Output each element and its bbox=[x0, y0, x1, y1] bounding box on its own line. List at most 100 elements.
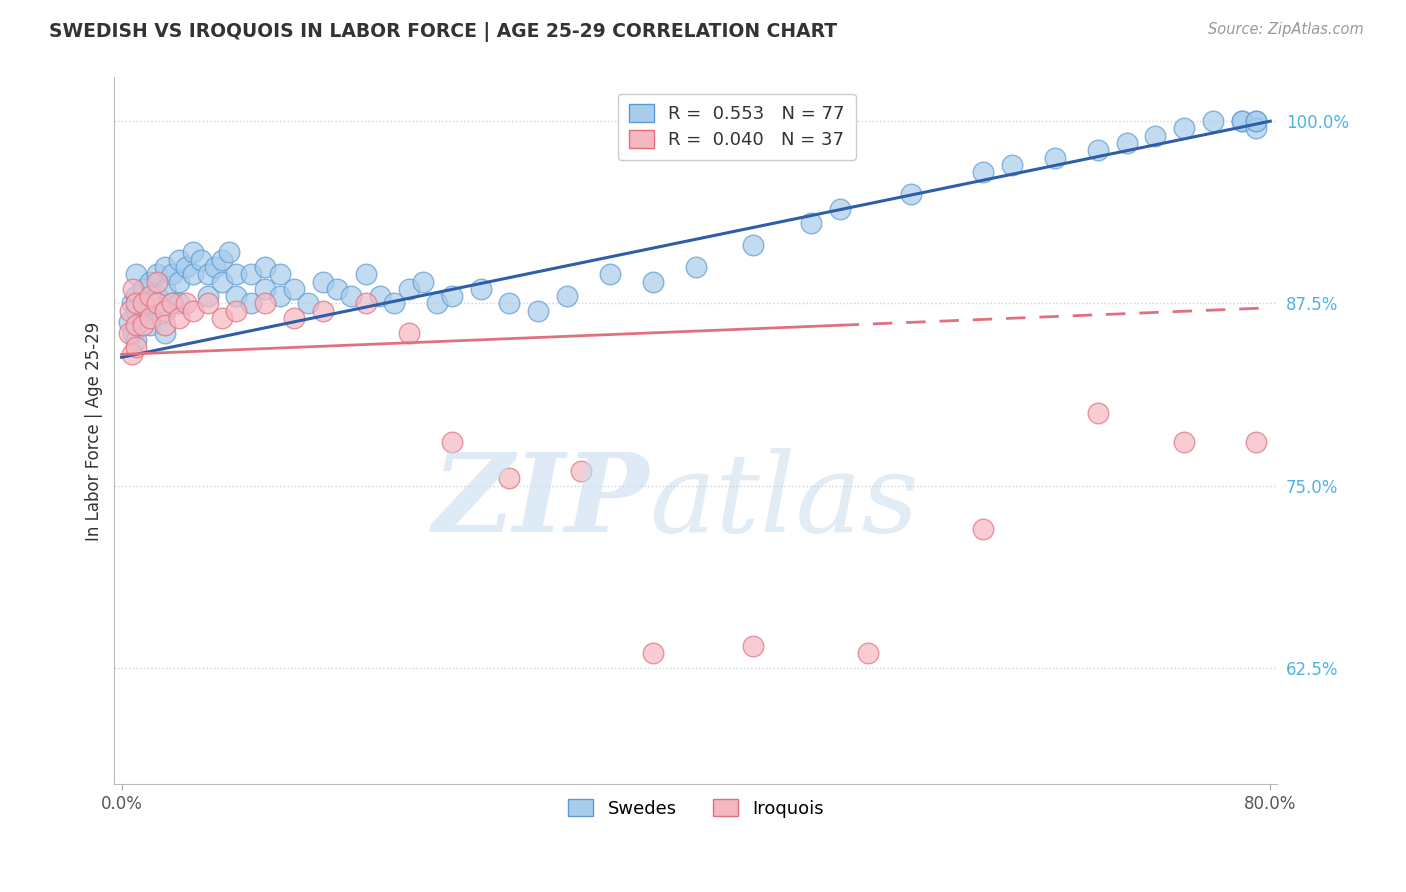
Point bbox=[139, 318, 162, 333]
Point bbox=[139, 289, 162, 303]
Point bbox=[139, 310, 162, 325]
Point bbox=[225, 267, 247, 281]
Point bbox=[1230, 114, 1253, 128]
Point bbox=[311, 275, 333, 289]
Point bbox=[125, 333, 148, 347]
Point bbox=[254, 282, 277, 296]
Point bbox=[121, 296, 143, 310]
Point bbox=[828, 202, 851, 216]
Point bbox=[125, 340, 148, 354]
Point bbox=[167, 275, 190, 289]
Point bbox=[211, 252, 233, 267]
Legend: Swedes, Iroquois: Swedes, Iroquois bbox=[561, 791, 831, 825]
Point bbox=[398, 282, 420, 296]
Point bbox=[139, 296, 162, 310]
Point bbox=[368, 289, 391, 303]
Point bbox=[972, 165, 994, 179]
Point bbox=[283, 310, 305, 325]
Point bbox=[498, 296, 520, 310]
Point bbox=[1087, 406, 1109, 420]
Point bbox=[858, 646, 880, 660]
Point bbox=[384, 296, 406, 310]
Point bbox=[1244, 434, 1267, 449]
Point bbox=[183, 267, 205, 281]
Point bbox=[167, 310, 190, 325]
Point bbox=[218, 245, 240, 260]
Point bbox=[800, 216, 823, 230]
Point bbox=[146, 296, 169, 310]
Point bbox=[354, 267, 377, 281]
Point bbox=[742, 238, 765, 252]
Point bbox=[132, 282, 155, 296]
Point bbox=[326, 282, 349, 296]
Point bbox=[972, 522, 994, 536]
Point bbox=[167, 252, 190, 267]
Point bbox=[1144, 128, 1167, 143]
Point bbox=[498, 471, 520, 485]
Point bbox=[569, 464, 592, 478]
Point bbox=[197, 296, 219, 310]
Point bbox=[190, 252, 212, 267]
Point bbox=[239, 296, 262, 310]
Point bbox=[125, 303, 148, 318]
Point bbox=[1087, 144, 1109, 158]
Point bbox=[1043, 151, 1066, 165]
Point bbox=[132, 310, 155, 325]
Point bbox=[160, 267, 183, 281]
Point bbox=[204, 260, 226, 274]
Point bbox=[354, 296, 377, 310]
Point bbox=[125, 289, 148, 303]
Point bbox=[197, 289, 219, 303]
Point bbox=[900, 187, 922, 202]
Point bbox=[1115, 136, 1137, 150]
Point bbox=[153, 318, 176, 333]
Point bbox=[120, 303, 142, 318]
Point bbox=[340, 289, 363, 303]
Point bbox=[183, 303, 205, 318]
Point bbox=[132, 296, 155, 310]
Point bbox=[146, 275, 169, 289]
Point bbox=[153, 303, 176, 318]
Point bbox=[555, 289, 578, 303]
Point bbox=[174, 260, 197, 274]
Point bbox=[1173, 121, 1195, 136]
Point bbox=[269, 267, 291, 281]
Point bbox=[440, 289, 463, 303]
Point bbox=[1230, 114, 1253, 128]
Point bbox=[225, 303, 247, 318]
Point bbox=[685, 260, 707, 274]
Point bbox=[225, 289, 247, 303]
Point bbox=[1001, 158, 1024, 172]
Text: ZIP: ZIP bbox=[433, 448, 650, 556]
Point bbox=[125, 267, 148, 281]
Point bbox=[211, 310, 233, 325]
Point bbox=[311, 303, 333, 318]
Point bbox=[211, 275, 233, 289]
Point bbox=[254, 260, 277, 274]
Point bbox=[742, 639, 765, 653]
Point bbox=[197, 267, 219, 281]
Point bbox=[118, 326, 141, 340]
Point bbox=[599, 267, 621, 281]
Text: SWEDISH VS IROQUOIS IN LABOR FORCE | AGE 25-29 CORRELATION CHART: SWEDISH VS IROQUOIS IN LABOR FORCE | AGE… bbox=[49, 22, 838, 42]
Text: Source: ZipAtlas.com: Source: ZipAtlas.com bbox=[1208, 22, 1364, 37]
Point bbox=[440, 434, 463, 449]
Point bbox=[146, 289, 169, 303]
Point bbox=[1244, 121, 1267, 136]
Point bbox=[239, 267, 262, 281]
Point bbox=[160, 296, 183, 310]
Point bbox=[153, 303, 176, 318]
Point bbox=[269, 289, 291, 303]
Point bbox=[160, 296, 183, 310]
Point bbox=[254, 296, 277, 310]
Point bbox=[167, 296, 190, 310]
Point bbox=[1244, 114, 1267, 128]
Point bbox=[139, 275, 162, 289]
Point bbox=[1173, 434, 1195, 449]
Point bbox=[122, 282, 145, 296]
Point bbox=[125, 318, 148, 333]
Point bbox=[297, 296, 319, 310]
Point bbox=[398, 326, 420, 340]
Point bbox=[118, 315, 141, 329]
Point bbox=[153, 326, 176, 340]
